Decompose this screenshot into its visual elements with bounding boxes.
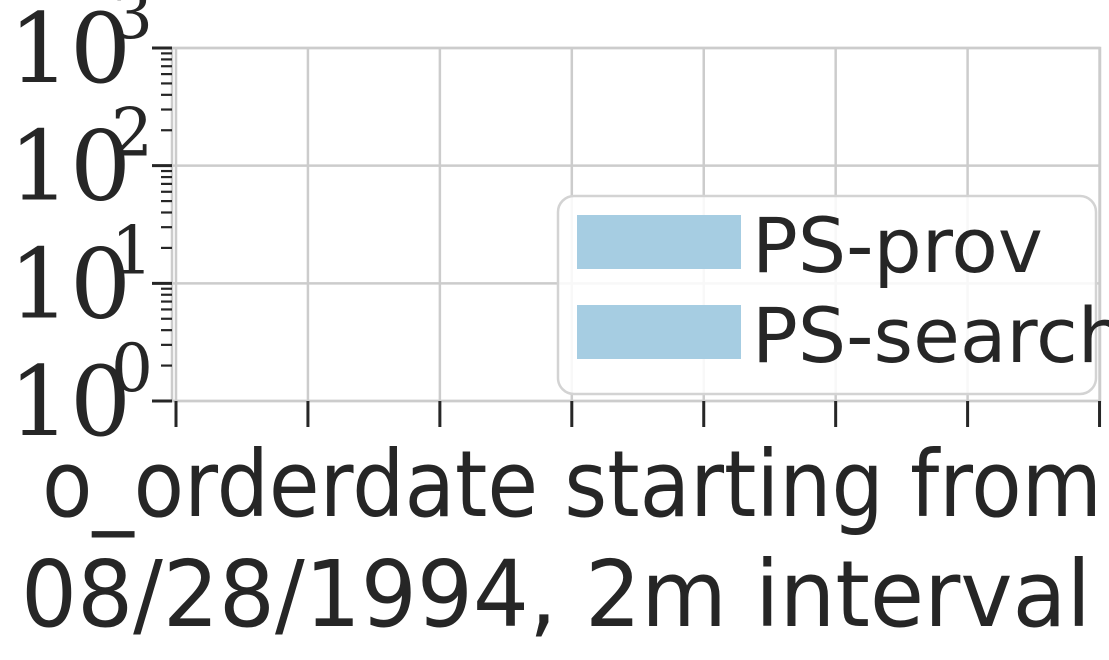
y-tick-label-exponent: 2	[111, 95, 153, 172]
x-axis-label-group: o_orderdate starting from 08/28/1994, 2m…	[21, 431, 1102, 648]
y-tick-label-exponent: 0	[111, 330, 153, 407]
y-tick-label-exponent: 1	[111, 212, 153, 289]
legend-label: PS-search	[752, 291, 1109, 380]
x-axis-label-line2: 08/28/1994, 2m interval	[21, 541, 1091, 648]
y-tick-label-base: 10	[9, 0, 131, 105]
x-axis	[174, 401, 1102, 427]
legend-swatch	[577, 215, 741, 269]
y-tick-label: 102	[9, 95, 153, 223]
y-tick-label-exponent: 3	[111, 0, 153, 54]
y-tick-label-base: 10	[9, 346, 131, 458]
y-tick-label: 100	[9, 330, 153, 458]
plot-frame	[170, 46, 1102, 403]
y-tick-label-base: 10	[9, 111, 131, 223]
y-tick-label: 101	[9, 212, 153, 340]
legend-label: PS-prov	[752, 201, 1043, 290]
y-tick-label: 103	[9, 0, 153, 105]
legend-swatch	[577, 305, 741, 359]
x-axis-label-line1: o_orderdate starting from	[42, 431, 1102, 538]
y-tick-label-base: 10	[9, 228, 131, 340]
